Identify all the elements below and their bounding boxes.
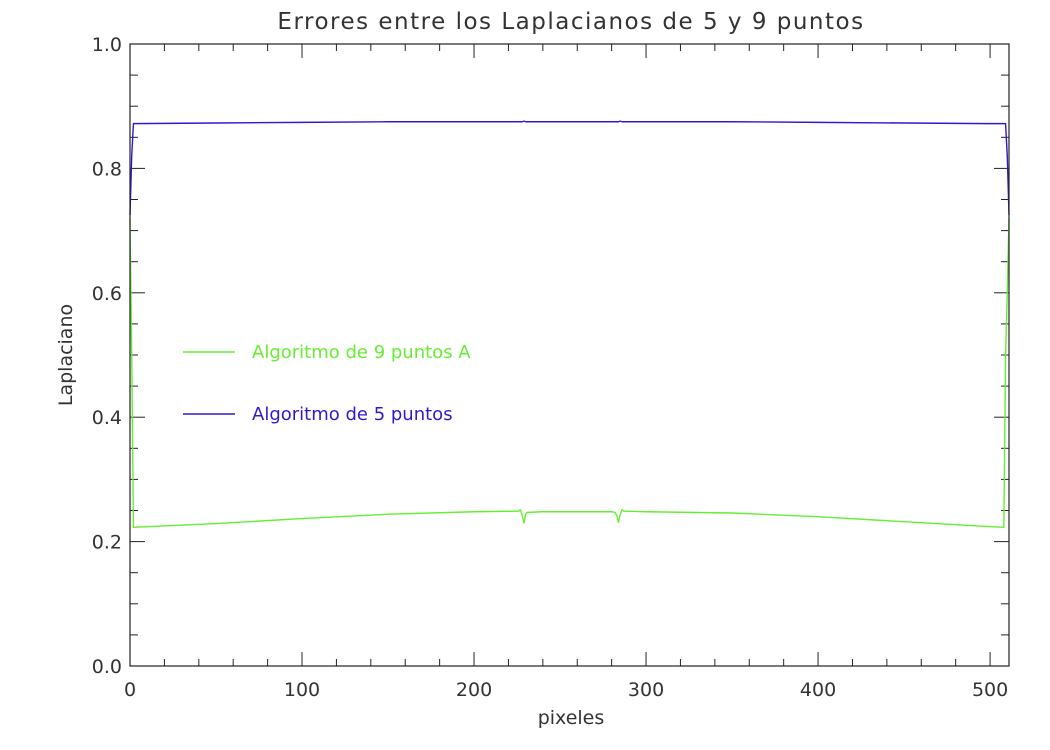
x-tick-label: 0 [124, 679, 136, 701]
x-tick-label: 100 [284, 679, 320, 701]
y-tick-label: 0.6 [92, 283, 122, 305]
series-line-0 [129, 218, 1010, 528]
axis-ticks: 0 100 200 300 400 500 0.0 0.2 0.4 0.6 0.8 1.0 [92, 34, 1009, 701]
plot-frame [129, 43, 1010, 667]
chart-title: Errores entre los Laplacianos de 5 y 9 p… [277, 9, 864, 35]
x-tick-label: 300 [628, 679, 664, 701]
y-tick-label: 0.0 [92, 656, 122, 678]
x-tick-label: 200 [456, 679, 492, 701]
x-tick-label: 500 [972, 679, 1008, 701]
series-line-1 [129, 120, 1010, 216]
y-tick-label: 1.0 [92, 34, 122, 56]
y-tick-label: 0.8 [92, 158, 122, 180]
x-tick-label: 400 [800, 679, 836, 701]
legend-label-1: Algoritmo de 5 puntos [252, 404, 453, 425]
series-layer [129, 120, 1010, 528]
legend: Algoritmo de 9 puntos A Algoritmo de 5 pu… [183, 342, 471, 425]
y-axis-label: Laplaciano [55, 304, 77, 406]
legend-label-0: Algoritmo de 9 puntos A [252, 342, 471, 363]
y-tick-label: 0.4 [92, 407, 122, 429]
x-axis-label: pixeles [538, 707, 605, 729]
y-tick-label: 0.2 [92, 532, 122, 554]
